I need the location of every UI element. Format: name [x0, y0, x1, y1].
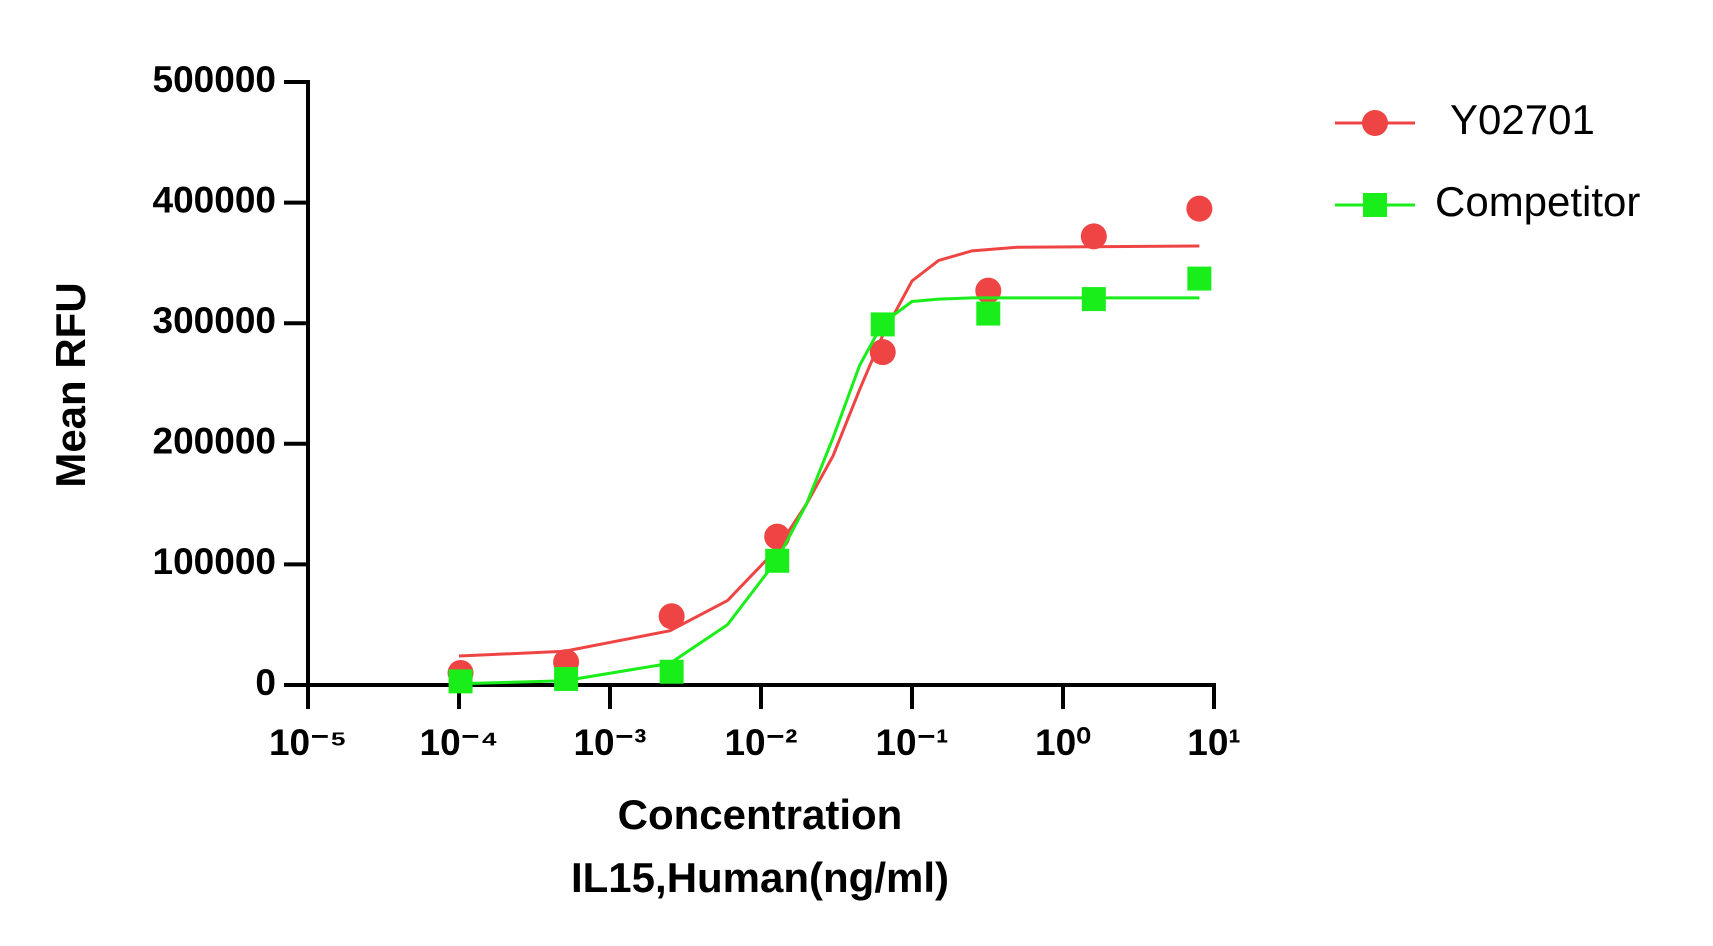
data-point [1187, 266, 1212, 291]
data-point [976, 301, 1001, 326]
y-tick-label: 300000 [153, 300, 276, 341]
data-point [764, 523, 791, 550]
legend-label: Y02701 [1450, 96, 1595, 143]
data-point [869, 339, 896, 366]
y-tick-label: 100000 [153, 541, 276, 582]
data-point [448, 669, 473, 694]
y-tick-label: 200000 [153, 421, 276, 462]
data-point [870, 312, 895, 337]
data-point [658, 603, 685, 630]
x-axis-subtitle: IL15,Human(ng/ml) [571, 854, 949, 901]
x-tick-label: 10⁻³ [573, 722, 646, 763]
data-point [1081, 287, 1106, 312]
legend-marker [1362, 110, 1388, 136]
x-tick-label: 10⁰ [1035, 722, 1091, 763]
x-tick-label: 10¹ [1187, 722, 1240, 763]
legend-marker [1363, 193, 1387, 217]
data-point [1186, 195, 1213, 222]
data-point [554, 666, 579, 691]
y-axis-title: Mean RFU [47, 282, 94, 487]
y-tick-label: 0 [255, 662, 276, 703]
x-tick-label: 10⁻⁴ [420, 722, 499, 763]
fit-curve [458, 296, 1200, 686]
x-tick-label: 10⁻¹ [875, 722, 948, 763]
data-point [1080, 223, 1107, 250]
x-tick-label: 10⁻⁵ [269, 722, 347, 763]
data-point [659, 659, 684, 684]
data-point [765, 548, 790, 573]
data-point [975, 277, 1002, 304]
y-tick-label: 500000 [153, 59, 276, 100]
x-tick-label: 10⁻² [724, 722, 797, 763]
y-tick-label: 400000 [153, 179, 276, 220]
x-axis-title: Concentration [618, 791, 903, 838]
legend-label: Competitor [1435, 178, 1640, 225]
